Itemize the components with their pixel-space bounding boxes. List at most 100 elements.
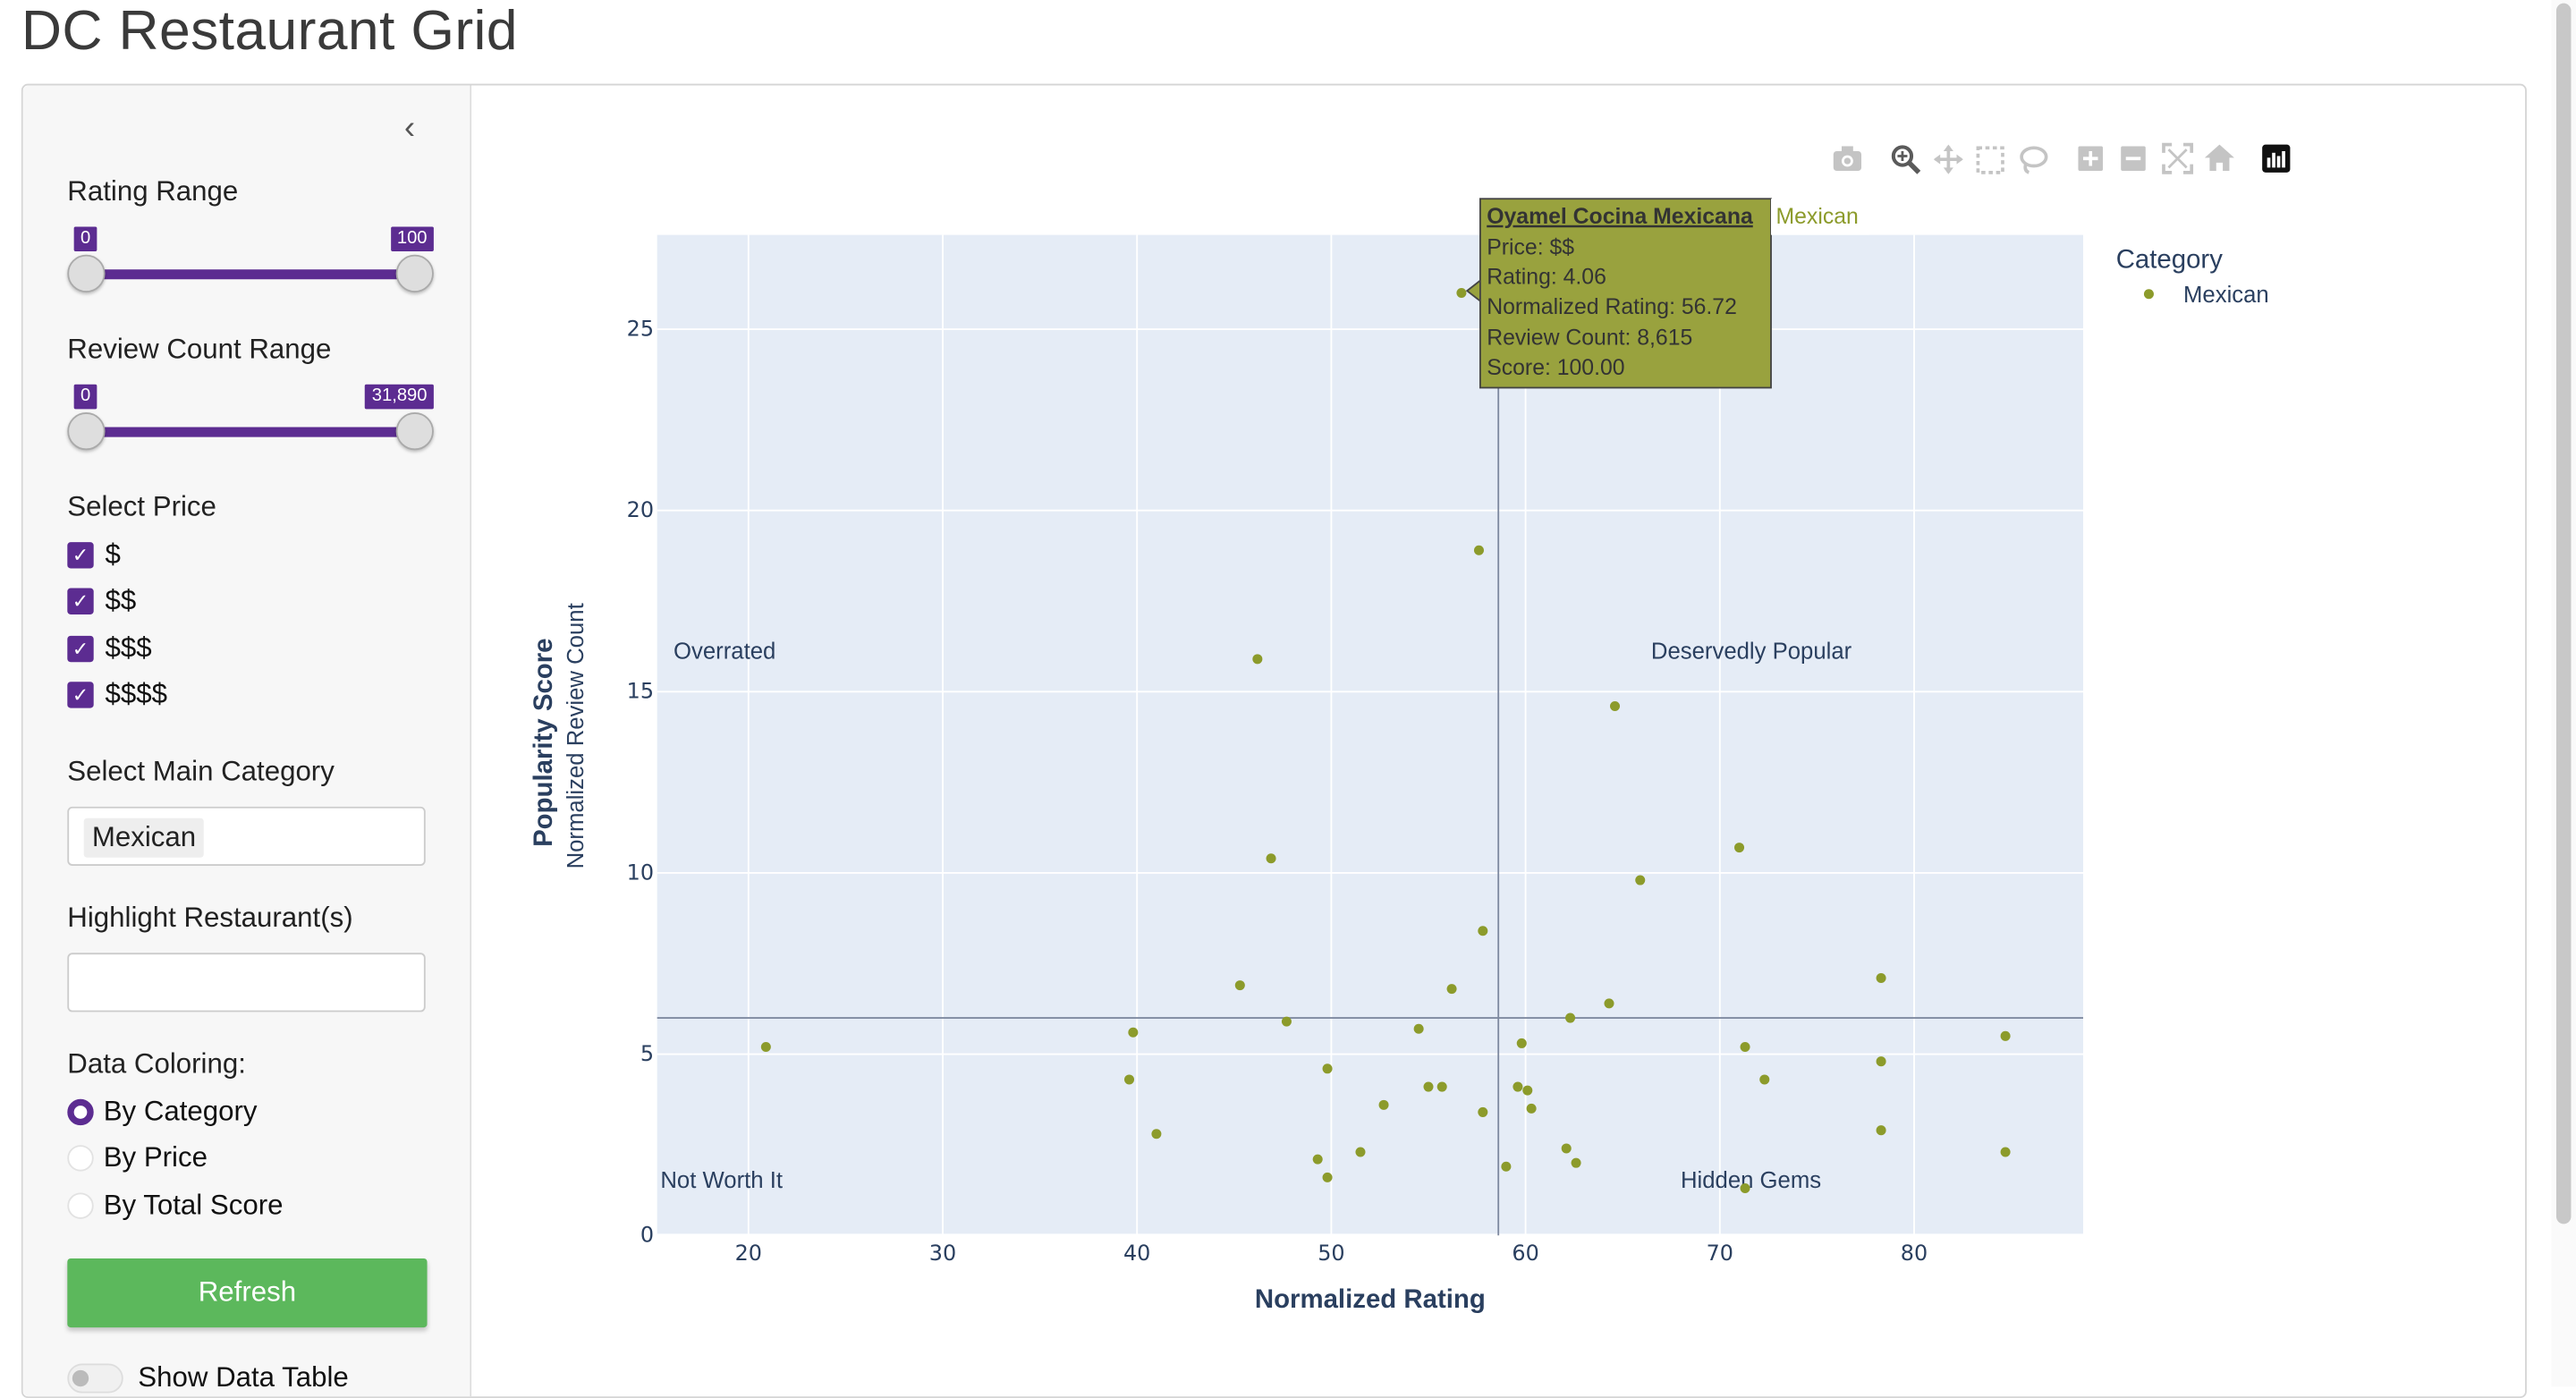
scrollbar-thumb[interactable] — [2555, 3, 2572, 1224]
data-point[interactable] — [1456, 287, 1467, 299]
data-point[interactable] — [1876, 972, 1886, 983]
radio-button[interactable] — [67, 1192, 94, 1219]
quadrant-lines — [657, 234, 2083, 1236]
data-point[interactable] — [1876, 1056, 1886, 1067]
zoom-icon[interactable] — [1891, 145, 1921, 174]
lasso-icon[interactable] — [2020, 146, 2048, 174]
refresh-button[interactable]: Refresh — [67, 1258, 428, 1328]
zoom-in-icon[interactable] — [2078, 146, 2104, 172]
data-point[interactable] — [1526, 1103, 1537, 1114]
data-point[interactable] — [1734, 843, 1745, 853]
data-point[interactable] — [1128, 1027, 1139, 1038]
data-point[interactable] — [1446, 984, 1457, 995]
modebar[interactable] — [1833, 142, 2291, 174]
price-checkbox-4[interactable]: ✓ $$$$ — [67, 677, 167, 713]
quadrant-label-bottom-left: Not Worth It — [660, 1168, 783, 1193]
radio-button[interactable] — [67, 1145, 94, 1172]
data-point[interactable] — [1281, 1016, 1292, 1027]
selected-category-chip[interactable]: Mexican — [83, 818, 205, 858]
slider-min-handle[interactable] — [67, 412, 106, 451]
radio-by-price[interactable]: By Price — [67, 1140, 208, 1176]
checkmark-icon[interactable]: ✓ — [67, 542, 94, 569]
autoscale-icon[interactable] — [2162, 142, 2194, 174]
data-point[interactable] — [1759, 1074, 1770, 1085]
data-point[interactable] — [2000, 1030, 2011, 1041]
data-point[interactable] — [1378, 1099, 1389, 1110]
data-point[interactable] — [1501, 1161, 1512, 1172]
reset-axes-icon[interactable] — [2204, 144, 2234, 172]
data-point[interactable] — [2000, 1147, 2011, 1157]
data-point[interactable] — [1436, 1081, 1447, 1092]
data-point[interactable] — [1876, 1125, 1886, 1136]
checkmark-icon[interactable]: ✓ — [67, 635, 94, 663]
pan-icon[interactable] — [1933, 144, 1963, 174]
data-point[interactable] — [1123, 1074, 1135, 1085]
data-point[interactable] — [1561, 1143, 1572, 1154]
select-main-category-label: Select Main Category — [67, 755, 335, 787]
checkbox-label: $$$ — [105, 632, 152, 665]
x-tick-label: 20 — [735, 1241, 762, 1266]
price-checkbox-2[interactable]: ✓ $$ — [67, 583, 136, 619]
radio-button[interactable] — [67, 1098, 94, 1126]
data-point[interactable] — [1234, 980, 1245, 991]
y-axis-subtitle: Normalized Review Count — [564, 603, 589, 868]
radio-by-total-score[interactable]: By Total Score — [67, 1188, 283, 1224]
data-point[interactable] — [1423, 1081, 1434, 1092]
price-checkbox-3[interactable]: ✓ $$$ — [67, 631, 152, 666]
radio-label: By Total Score — [103, 1189, 284, 1221]
collapse-sidebar-icon[interactable]: ‹ — [403, 110, 416, 147]
data-point[interactable] — [1322, 1172, 1333, 1182]
data-point[interactable] — [1571, 1157, 1581, 1168]
legend-marker-mexican[interactable] — [2143, 289, 2154, 300]
zoom-out-icon[interactable] — [2121, 146, 2146, 172]
review-count-range-slider[interactable]: 0 31,890 — [67, 384, 434, 451]
page-scrollbar[interactable] — [2551, 0, 2576, 1387]
data-point[interactable] — [1473, 545, 1484, 555]
radio-by-category[interactable]: By Category — [67, 1094, 258, 1130]
data-point[interactable] — [1413, 1023, 1424, 1034]
legend-title: Category — [2116, 244, 2224, 274]
data-point[interactable] — [1522, 1085, 1533, 1096]
data-point[interactable] — [1252, 654, 1263, 665]
data-point[interactable] — [1565, 1012, 1576, 1023]
data-point[interactable] — [1322, 1063, 1333, 1074]
data-point[interactable] — [1513, 1081, 1523, 1092]
price-checkbox-1[interactable]: ✓ $ — [67, 538, 121, 573]
plot-area[interactable] — [657, 234, 2083, 1236]
data-point[interactable] — [1635, 875, 1646, 885]
checkmark-icon[interactable]: ✓ — [67, 588, 94, 614]
checkmark-icon[interactable]: ✓ — [67, 682, 94, 708]
highlight-restaurant-input[interactable] — [67, 953, 426, 1012]
slider-min-handle[interactable] — [67, 254, 106, 292]
plotly-logo-icon[interactable] — [2262, 144, 2291, 173]
data-point[interactable] — [1478, 1106, 1488, 1117]
data-points[interactable] — [760, 287, 2011, 1194]
camera-icon[interactable] — [1833, 146, 1862, 172]
data-point[interactable] — [1610, 701, 1621, 712]
data-point[interactable] — [1740, 1041, 1750, 1052]
box-select-icon[interactable] — [1976, 146, 2004, 174]
y-axis-title: Popularity Score — [529, 638, 558, 846]
data-point[interactable] — [1266, 853, 1276, 864]
slider-max-handle[interactable] — [395, 254, 434, 292]
axis-ticks: 20 30 40 50 60 70 80 0 5 10 15 20 25 — [627, 316, 1928, 1265]
y-tick-label: 15 — [627, 679, 654, 704]
data-point[interactable] — [1478, 926, 1488, 936]
data-point[interactable] — [760, 1041, 771, 1052]
data-point[interactable] — [1740, 1183, 1750, 1194]
data-point[interactable] — [1312, 1154, 1323, 1165]
x-axis-title: Normalized Rating — [1255, 1284, 1486, 1314]
rating-range-slider[interactable]: 0 100 — [67, 226, 434, 292]
legend: Category Mexican — [2116, 244, 2269, 308]
data-point[interactable] — [1604, 998, 1614, 1009]
data-point[interactable] — [1516, 1038, 1527, 1048]
legend-item-mexican[interactable]: Mexican — [2183, 283, 2269, 308]
tooltip-score: Score: 100.00 — [1487, 356, 1624, 380]
data-point[interactable] — [1151, 1129, 1162, 1140]
data-point[interactable] — [1355, 1147, 1366, 1157]
y-tick-label: 10 — [627, 860, 654, 885]
slider-max-handle[interactable] — [395, 412, 434, 451]
slider-min-tooltip: 0 — [73, 226, 97, 252]
main-category-select[interactable]: Mexican — [67, 806, 426, 866]
